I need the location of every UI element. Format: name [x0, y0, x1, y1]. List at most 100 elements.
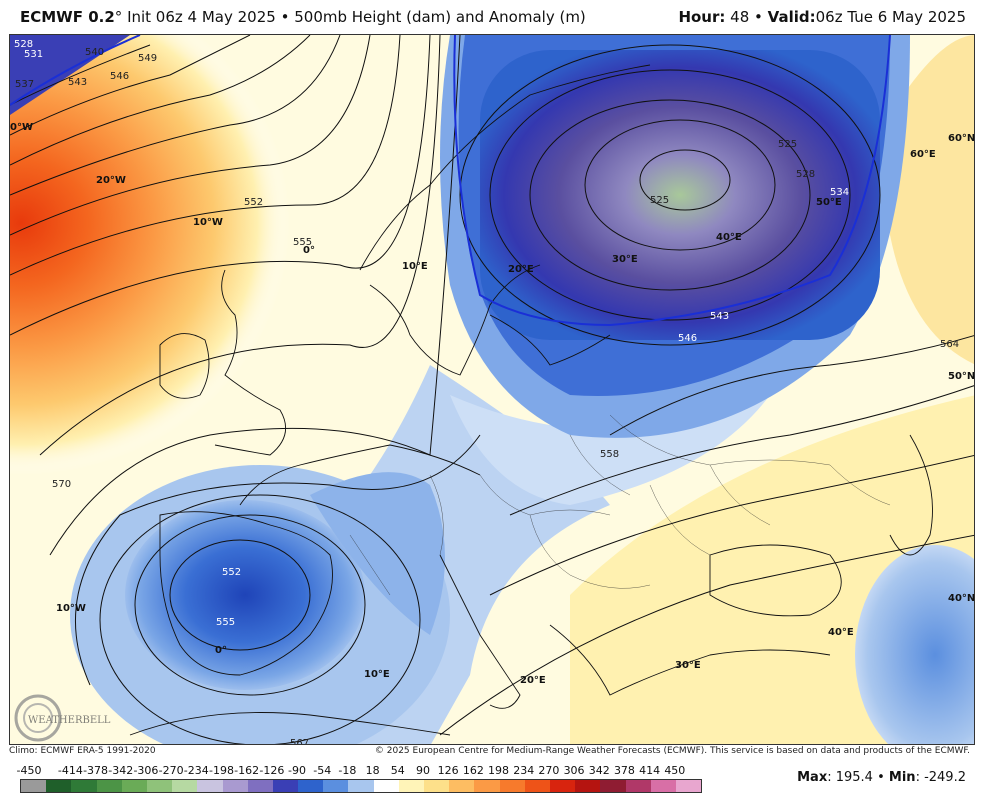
northwest-trough-anomaly: [10, 35, 130, 115]
contour-558-east: [509, 385, 974, 516]
contour-label: 549: [138, 53, 157, 64]
colorbar-swatch: [146, 780, 173, 792]
colorbar-swatch: [96, 780, 122, 792]
contour-552: [10, 35, 401, 276]
copyright-note: © 2025 European Centre for Medium-Range …: [374, 746, 970, 756]
baltic-coast: [489, 314, 611, 366]
lon-label: 40°E: [716, 232, 742, 243]
contour-549: [10, 35, 371, 236]
caspian-coast: [889, 434, 933, 556]
colorbar-swatch: [575, 780, 601, 792]
colorbar-tick-label: -270: [158, 764, 184, 777]
colorbar: -450 -414 -378 -342 -306 -270 -234 -198 -162 -126…: [17, 764, 702, 804]
france-north-coast: [239, 444, 481, 506]
colorbar-swatch: [398, 780, 424, 792]
contour-label: 543: [68, 77, 87, 88]
lon-label: 30°E: [675, 660, 701, 671]
lon-label: 40°E: [828, 627, 854, 638]
contour-label: 528: [14, 39, 33, 50]
lon-label: 10°W: [56, 603, 86, 614]
max-label: Max: [797, 770, 828, 785]
colorbar-swatch: [298, 780, 324, 792]
contour-label: 528: [796, 169, 815, 180]
colorbar-swatch: [272, 780, 299, 792]
colorbar-tick-label: -54: [313, 764, 332, 777]
colorbar-swatch: [71, 780, 97, 792]
title-left: ECMWF 0.2° Init 06z 4 May 2025 • 500mb H…: [20, 0, 586, 34]
contour-label: 555: [216, 617, 235, 628]
lon-label: 20°W: [96, 175, 126, 186]
contour-trough-546: [459, 44, 881, 346]
bullet: •: [877, 770, 885, 785]
iberia-coast: [159, 511, 333, 676]
max-min-readout: Max: 195.4 • Min: -249.2: [797, 770, 966, 785]
contour-555: [10, 35, 431, 336]
contour-trough-528: [584, 119, 776, 251]
contour-label: 525: [778, 139, 797, 150]
colorbar-tick-label: -378: [83, 764, 109, 777]
norway-coast: [359, 64, 651, 271]
colorbar-swatch: [625, 780, 651, 792]
lat-label: 60°N: [948, 133, 975, 144]
colorbar-tick-label: 450: [664, 764, 686, 777]
colorbar-tick-label: 90: [415, 764, 430, 777]
lat-label: 40°N: [948, 593, 975, 604]
east-negative-anomaly: [855, 545, 974, 744]
colorbar-swatch: [121, 780, 147, 792]
contour-552-east: [609, 335, 974, 436]
contour-540-blue-nw: [10, 35, 141, 106]
model-name: ECMWF 0.2: [20, 8, 115, 26]
warm-anomaly-northeast: [890, 35, 974, 364]
climo-note: Climo: ECMWF ERA-5 1991-2020: [9, 746, 156, 756]
lon-label: 30°E: [612, 254, 638, 265]
trough-core-anomaly: [480, 50, 880, 340]
contour-label: 525: [650, 195, 669, 206]
lon-label: 0°W: [10, 122, 33, 133]
svg-text:WEATHERBELL: WEATHERBELL: [28, 715, 111, 726]
sweden-coast: [369, 264, 541, 376]
lon-label: 0°: [303, 245, 315, 256]
colorbar-swatch: [675, 780, 702, 792]
colorbar-tick-label: 54: [390, 764, 405, 777]
contour-570: [74, 434, 481, 686]
colorbar-tick-label: 342: [588, 764, 610, 777]
min-value: -249.2: [924, 770, 966, 785]
bullet: •: [754, 8, 763, 26]
country-borders: [349, 414, 891, 596]
colorbar-tick-label: -342: [108, 764, 134, 777]
contour-540-blue-trough: [453, 35, 891, 327]
colorbar-tick-label: 162: [462, 764, 484, 777]
colorbar-swatch: [348, 780, 374, 792]
contour-label: 543: [710, 311, 729, 322]
lon-label: 20°E: [508, 264, 534, 275]
contour-low-558: [99, 494, 421, 744]
degree-symbol: °: [114, 8, 123, 26]
colorbar-swatch: [21, 780, 47, 792]
colorbar-swatch: [650, 780, 676, 792]
contour-low-555: [134, 514, 366, 696]
colorbar-tick-label: -90: [288, 764, 307, 777]
contour-label: 567: [290, 738, 309, 745]
contour-label: 552: [222, 567, 241, 578]
lon-label: 60°E: [910, 149, 936, 160]
colorbar-tick-label: -306: [133, 764, 159, 777]
north-africa-coast: [129, 712, 451, 736]
lon-label: 50°E: [816, 197, 842, 208]
great-britain-coast: [214, 269, 287, 456]
coastlines: [129, 64, 933, 736]
ireland-coast: [159, 333, 210, 399]
contour-564-east: [489, 454, 974, 596]
forecast-map[interactable]: 0°W 20°W 10°W 0° 10°E 20°E 30°E 40°E 50°…: [9, 34, 975, 745]
colorbar-swatch: [46, 780, 72, 792]
map-canvas: 0°W 20°W 10°W 0° 10°E 20°E 30°E 40°E 50°…: [10, 35, 975, 745]
colorbar-swatch: [222, 780, 248, 792]
lat-label: 50°N: [948, 371, 975, 382]
contour-label: 531: [24, 49, 43, 60]
contour-540: [10, 35, 251, 136]
contour-label: 555: [293, 237, 312, 248]
contour-558: [39, 35, 441, 456]
italy-coast: [439, 554, 521, 709]
contour-543: [10, 35, 311, 166]
contour-label: 546: [678, 333, 697, 344]
contour-531: [10, 44, 151, 106]
